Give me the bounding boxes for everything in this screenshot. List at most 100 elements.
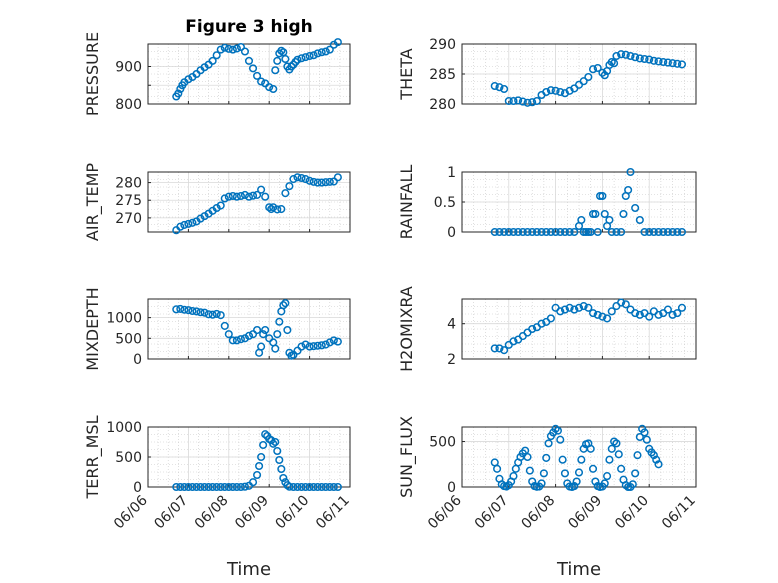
ax3-data-point bbox=[228, 191, 237, 201]
ax7-data-point bbox=[216, 482, 225, 492]
ax7-data-point bbox=[313, 482, 322, 492]
ax8-data-point bbox=[617, 464, 626, 473]
ax7-data-point bbox=[236, 482, 245, 492]
ax2-data-point bbox=[528, 98, 537, 107]
ax1-data-point bbox=[273, 56, 282, 65]
ax6-data-point bbox=[654, 310, 663, 319]
ax2-data-point bbox=[617, 50, 626, 59]
ax2-data-point bbox=[593, 63, 602, 73]
ax8-data-point bbox=[612, 439, 621, 448]
ax8-data-point bbox=[614, 450, 623, 459]
ax2-data-point bbox=[631, 53, 640, 62]
ax2-data-point bbox=[490, 81, 499, 91]
ax7-ytick-label: 0 bbox=[133, 480, 142, 496]
ax1-data-point bbox=[220, 43, 229, 52]
ax5-data-point bbox=[261, 325, 270, 335]
ax1-data-point bbox=[265, 83, 274, 92]
ax6-data-point bbox=[570, 305, 579, 314]
ax2-data-point bbox=[645, 55, 654, 64]
ax4-data-point bbox=[577, 215, 586, 225]
ax7-data-point bbox=[301, 482, 310, 492]
ax3-data-point bbox=[333, 173, 342, 182]
ax8-data-point bbox=[560, 469, 570, 478]
ax5-data-point bbox=[283, 325, 292, 335]
ax5-ytick-label: 0 bbox=[133, 352, 142, 368]
ax1-data-point bbox=[287, 62, 296, 71]
ax5-data-point bbox=[325, 338, 334, 347]
ax7-xtick-label: 06/08 bbox=[192, 493, 232, 533]
ax6-ytick-label: 2 bbox=[447, 352, 456, 368]
ax8-data-point bbox=[537, 479, 546, 488]
ax6-data-point bbox=[579, 302, 588, 311]
ax5-data-point bbox=[188, 306, 197, 316]
ax7-data-point bbox=[196, 482, 205, 492]
ax6-data-point bbox=[635, 310, 644, 319]
ax2-data-point bbox=[584, 72, 593, 82]
ax8-data-point bbox=[628, 480, 637, 489]
ax7-data-point bbox=[297, 482, 306, 492]
ax1-ylabel: PRESSURE bbox=[83, 32, 102, 116]
ax5-ytick-label: 500 bbox=[115, 331, 142, 347]
ax3-data-point bbox=[261, 192, 270, 201]
ax8-data-point bbox=[572, 477, 581, 486]
ax4-data-point bbox=[659, 227, 668, 237]
ax7-xtick-label: 06/10 bbox=[273, 493, 313, 533]
ax7-data-point bbox=[176, 482, 185, 492]
ax2-data-point bbox=[654, 57, 663, 66]
ax3-data-point bbox=[176, 222, 185, 231]
ax7-data-point bbox=[259, 440, 268, 450]
ax4-data-point bbox=[668, 227, 677, 237]
ax7-data-point bbox=[248, 478, 258, 487]
ax1-data-point bbox=[313, 49, 322, 58]
ax6-data-point bbox=[584, 303, 593, 312]
ax6-data-point bbox=[663, 305, 672, 314]
ax6-ytick-label: 4 bbox=[447, 317, 456, 333]
ax5-data-point bbox=[208, 310, 217, 319]
ax8-data-point bbox=[588, 464, 598, 473]
ax8-xlabel: Time bbox=[556, 559, 601, 580]
ax6-data-point bbox=[677, 303, 687, 312]
ax3-ylabel: AIR_TEMP bbox=[83, 163, 103, 241]
ax1-data-point bbox=[297, 54, 306, 63]
ax5-data-point bbox=[180, 305, 189, 314]
ax5-data-point bbox=[317, 341, 326, 350]
ax5-data-point bbox=[293, 346, 302, 355]
ax3-data-point bbox=[325, 177, 334, 186]
ax1-data-point bbox=[232, 44, 241, 53]
ax1-data-point bbox=[309, 51, 318, 60]
ax4-data-point bbox=[556, 227, 565, 237]
ax3-data-point bbox=[180, 220, 189, 229]
ax5-data-point bbox=[259, 330, 268, 339]
ax1-data-point bbox=[291, 57, 300, 67]
ax8-data-point bbox=[558, 455, 567, 464]
ax4-data-point bbox=[570, 227, 579, 237]
ax2-data-point bbox=[677, 60, 687, 69]
ax3-data-point bbox=[273, 205, 282, 214]
ax3-data-point bbox=[289, 175, 298, 184]
ax2-data-point bbox=[610, 59, 619, 68]
ax1-data-point bbox=[216, 45, 225, 54]
ax1-data-point bbox=[236, 42, 245, 52]
ax7-data-point bbox=[277, 464, 286, 474]
ax7-frame bbox=[147, 426, 351, 488]
ax1-frame bbox=[147, 43, 351, 105]
ax2-data-point bbox=[509, 96, 518, 106]
ax5-data-point bbox=[240, 334, 250, 343]
ax7-data-point bbox=[275, 455, 284, 465]
ax5-data-point bbox=[172, 305, 181, 314]
ax3-ytick-label: 275 bbox=[115, 193, 142, 209]
ax2-data-point bbox=[588, 65, 598, 74]
ax3-ytick-label: 280 bbox=[115, 176, 142, 192]
ax4-ytick-label: 0 bbox=[447, 225, 456, 241]
ax8-data-point bbox=[523, 452, 532, 462]
ax7-data-point bbox=[271, 437, 280, 447]
ax8-data-point bbox=[553, 426, 562, 435]
ax2-ytick-label: 290 bbox=[429, 37, 456, 53]
ax5-data-point bbox=[184, 306, 193, 315]
ax8-data-point bbox=[570, 482, 579, 491]
ax5-data-point bbox=[271, 344, 280, 353]
ax2-data-point bbox=[635, 54, 644, 63]
ax4-data-point bbox=[523, 227, 532, 237]
ax1-data-point bbox=[174, 89, 183, 98]
ax5-data-point bbox=[228, 336, 237, 345]
